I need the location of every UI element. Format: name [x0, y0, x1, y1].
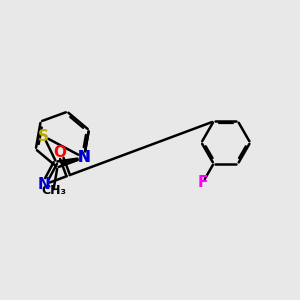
Text: F: F [198, 175, 208, 190]
Text: N: N [78, 150, 90, 165]
Text: S: S [38, 129, 49, 144]
Text: N: N [37, 177, 50, 192]
Text: CH₃: CH₃ [41, 184, 66, 197]
Text: O: O [53, 145, 66, 160]
Text: N: N [78, 150, 90, 165]
